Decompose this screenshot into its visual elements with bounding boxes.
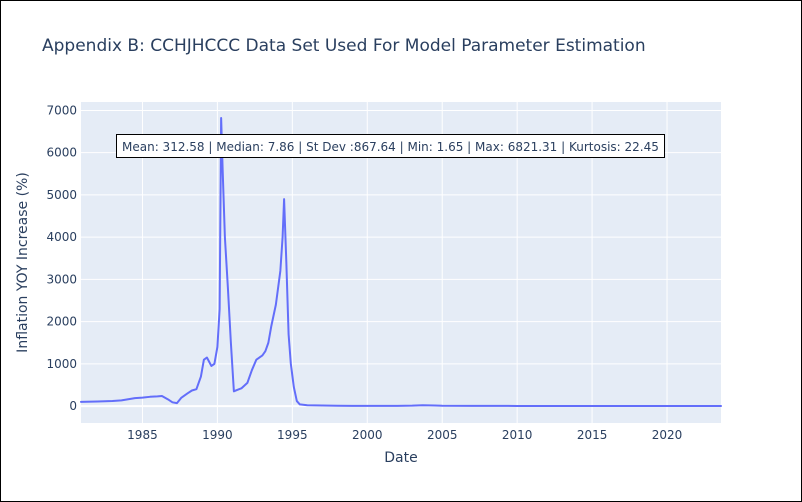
x-axis-title: Date: [384, 450, 417, 466]
y-tick-label: 5000: [46, 188, 77, 202]
y-tick-label: 2000: [46, 315, 77, 329]
x-tick-label: 1990: [202, 428, 233, 442]
x-tick-label: 2020: [652, 428, 683, 442]
x-tick-label: 2010: [502, 428, 533, 442]
x-tick-label: 2015: [577, 428, 608, 442]
y-tick-label: 3000: [46, 272, 77, 286]
y-tick-label: 7000: [46, 103, 77, 117]
y-tick-label: 4000: [46, 230, 77, 244]
y-tick-label: 0: [69, 399, 77, 413]
chart-title: Appendix B: CCHJHCCC Data Set Used For M…: [42, 36, 646, 56]
x-tick-label: 1995: [277, 428, 308, 442]
x-tick-label: 2005: [427, 428, 458, 442]
y-tick-label: 1000: [46, 357, 77, 371]
x-tick-label: 2000: [352, 428, 383, 442]
y-tick-label: 6000: [46, 146, 77, 160]
statistics-annotation: Mean: 312.58 | Median: 7.86 | St Dev :86…: [116, 134, 665, 158]
y-axis-title: Inflation YOY Increase (%): [15, 172, 31, 353]
x-tick-label: 1985: [127, 428, 158, 442]
series-line-0: [80, 116, 722, 408]
